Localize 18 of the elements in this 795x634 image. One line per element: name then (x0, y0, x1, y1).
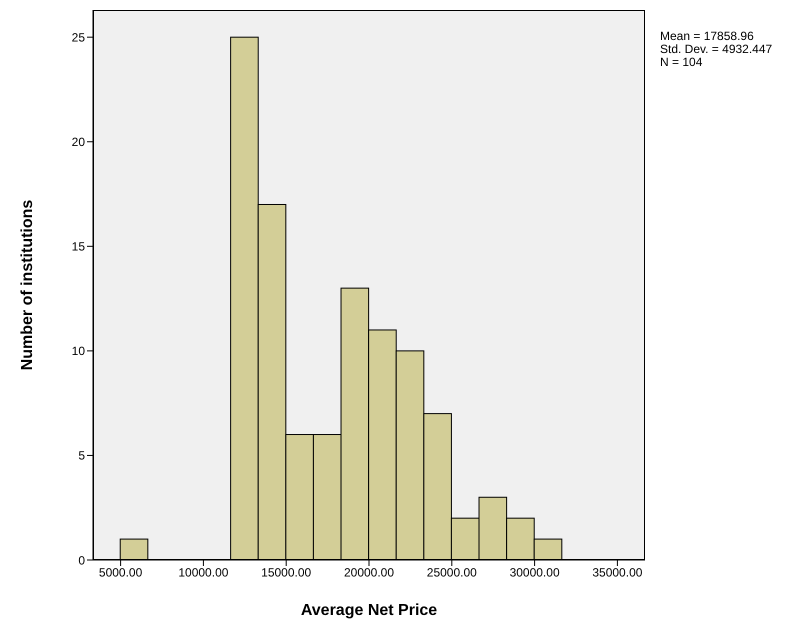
text: Std. Dev. = 4932.447 (660, 42, 772, 56)
text: Mean = 17858.96 (660, 29, 755, 43)
y-tick-label: 20 (72, 135, 86, 150)
x-tick-label: 10000.00 (178, 566, 229, 580)
x-tick-label: 5000.00 (98, 566, 143, 580)
y-tick-label: 0 (78, 553, 86, 568)
x-tick-label: 25000.00 (426, 566, 478, 580)
x-tick-label: 15000.00 (261, 566, 312, 580)
y-tick-label: 25 (72, 30, 86, 44)
y-tick-label: 10 (72, 344, 86, 358)
y-tick-label: 15 (72, 240, 86, 254)
y-axis-title: Number of institutions (19, 200, 37, 370)
x-tick-label: 20000.00 (344, 566, 394, 580)
x-axis-title: Average Net Price (300, 602, 438, 620)
x-tick-label: 35000.00 (592, 566, 643, 580)
x-tick-label: 30000.00 (510, 566, 560, 580)
y-tick-label: 5 (78, 448, 86, 463)
text: N = 104 (660, 55, 704, 69)
